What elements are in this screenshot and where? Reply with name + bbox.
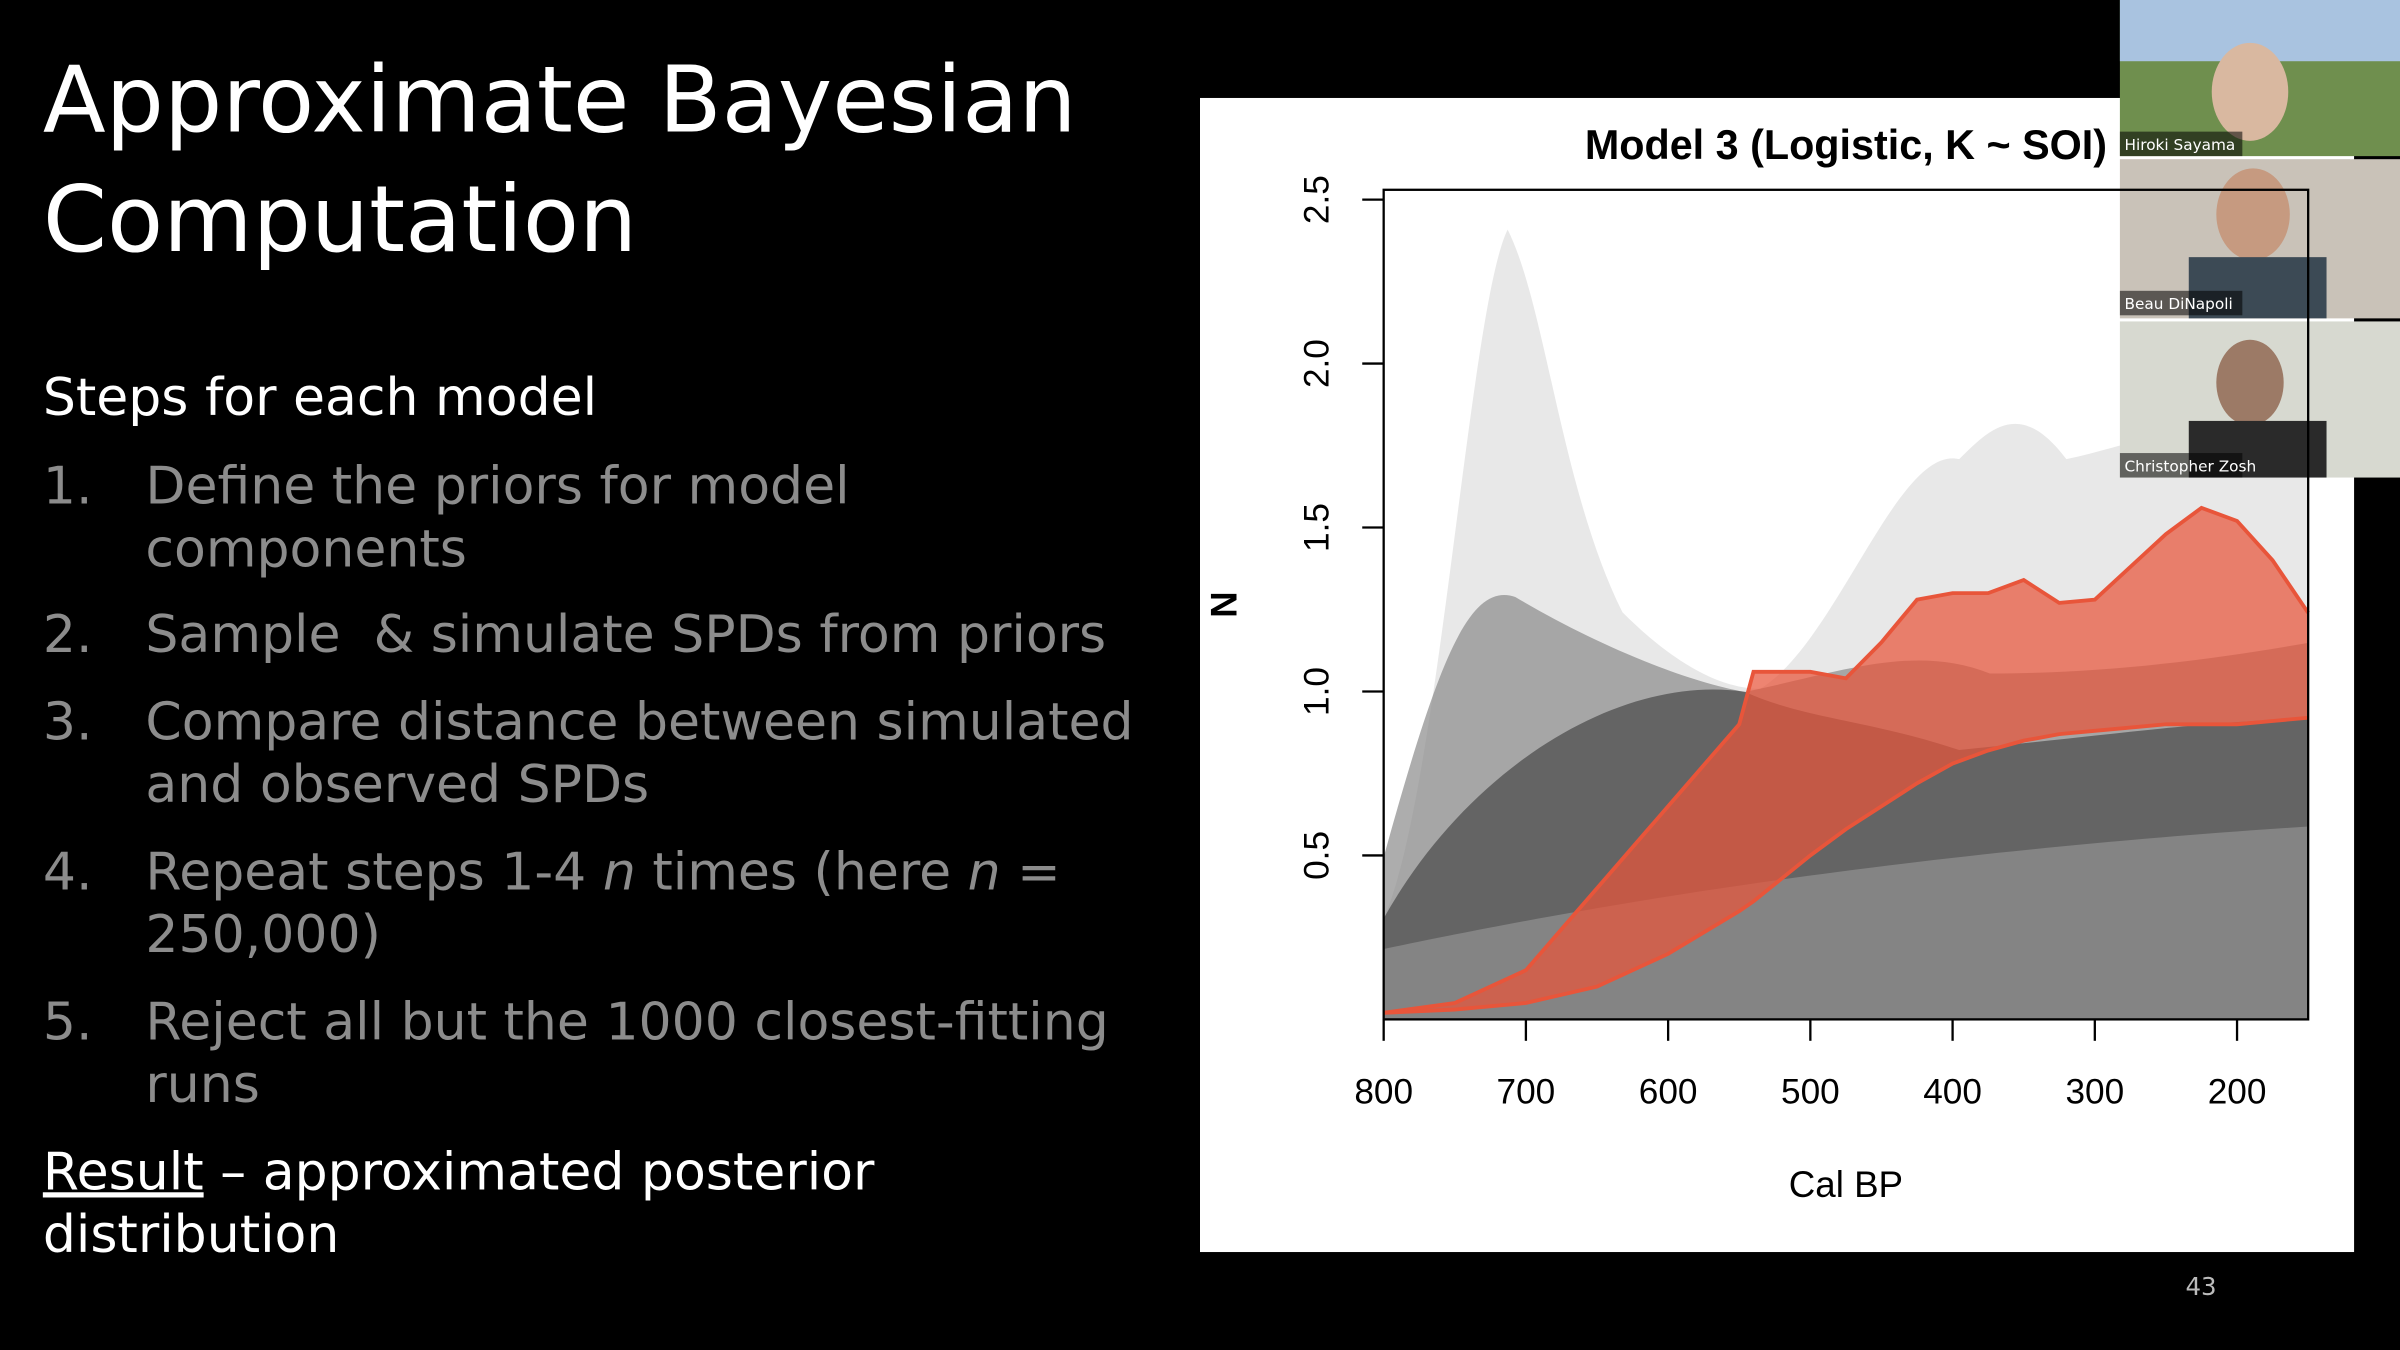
person (2211, 42, 2289, 141)
item-text: Compare distance between simulated (145, 692, 1133, 752)
y-axis-label: N (1204, 591, 1245, 618)
x-tick-label: 200 (2208, 1073, 2267, 1112)
item-number: 2. (43, 605, 93, 665)
x-tick-label: 600 (1639, 1073, 1698, 1112)
band-edge-lower (1383, 715, 2309, 1015)
participant-name: Beau DiNapoli (2124, 295, 2232, 313)
item-segment: Define the priors for model (145, 457, 849, 517)
page-number: 43 (2185, 1272, 2216, 1301)
item-segment: n (603, 842, 636, 902)
item-segment: = (1001, 842, 1061, 902)
person (2216, 339, 2284, 426)
item-text: Define the priors for model (145, 457, 849, 517)
y-tick-label: 2.0 (1298, 339, 1337, 388)
band-edge-upper (1383, 505, 2310, 1015)
name-tag-bg (2119, 131, 2243, 157)
item-number: 1. (43, 457, 93, 517)
item-number: 5. (43, 992, 93, 1052)
item-text: Reject all but the 1000 closest-fitting (145, 992, 1108, 1052)
item-text: 250,000) (145, 905, 380, 965)
y-tick-label: 1.0 (1298, 667, 1337, 716)
x-axis-label: Cal BP (1789, 1164, 1903, 1205)
item-segment: Reject all but the 1000 closest-fitting (145, 992, 1108, 1052)
item-segment: Compare distance between simulated (145, 692, 1133, 752)
x-tick-label: 500 (1781, 1073, 1840, 1112)
item-text: and observed SPDs (145, 755, 649, 815)
slide-title: Computation (43, 166, 637, 273)
intro-text: Steps for each model (43, 368, 597, 428)
item-text: Repeat steps 1-4 n times (here n = (145, 842, 1060, 902)
name-tag-bg (2119, 290, 2243, 316)
y-tick-label: 0.5 (1298, 831, 1337, 880)
result-line: distribution (43, 1205, 340, 1265)
x-tick-label: 300 (2065, 1073, 2124, 1112)
participant-name: Christopher Zosh (2124, 457, 2256, 475)
item-segment: components (145, 519, 466, 579)
item-text: Sample & simulate SPDs from priors (145, 605, 1106, 665)
name-tag-bg (2119, 453, 2243, 478)
item-segment: Sample & simulate SPDs from priors (145, 605, 1106, 665)
chart-title: Model 3 (Logistic, K ~ SOI) (1585, 122, 2107, 168)
result-line: – approximated posterior (204, 1142, 875, 1202)
item-segment: n (968, 842, 1001, 902)
item-segment: times (here (636, 842, 968, 902)
item-text: components (145, 519, 466, 579)
y-tick-label: 2.5 (1298, 175, 1337, 224)
item-segment: runs (145, 1055, 259, 1115)
item-number: 3. (43, 692, 93, 752)
x-tick-label: 400 (1923, 1073, 1982, 1112)
webcam-tiles (2119, 0, 2400, 478)
x-tick-label: 700 (1497, 1073, 1556, 1112)
y-tick-label: 1.5 (1298, 503, 1337, 552)
item-segment: and observed SPDs (145, 755, 649, 815)
result-label: Result (43, 1142, 204, 1202)
person (2216, 168, 2290, 261)
plot-frame (1382, 188, 2310, 1021)
item-number: 4. (43, 842, 93, 902)
item-text: runs (145, 1055, 259, 1115)
x-tick-label: 800 (1354, 1073, 1413, 1112)
item-segment: Repeat steps 1-4 (145, 842, 602, 902)
posterior-band (1383, 507, 2309, 1013)
result-text: Result – approximated posterior (43, 1142, 875, 1202)
participant-name: Hiroki Sayama (2124, 136, 2235, 154)
slide-title: Approximate Bayesian (43, 47, 1077, 154)
item-segment: 250,000) (145, 905, 380, 965)
